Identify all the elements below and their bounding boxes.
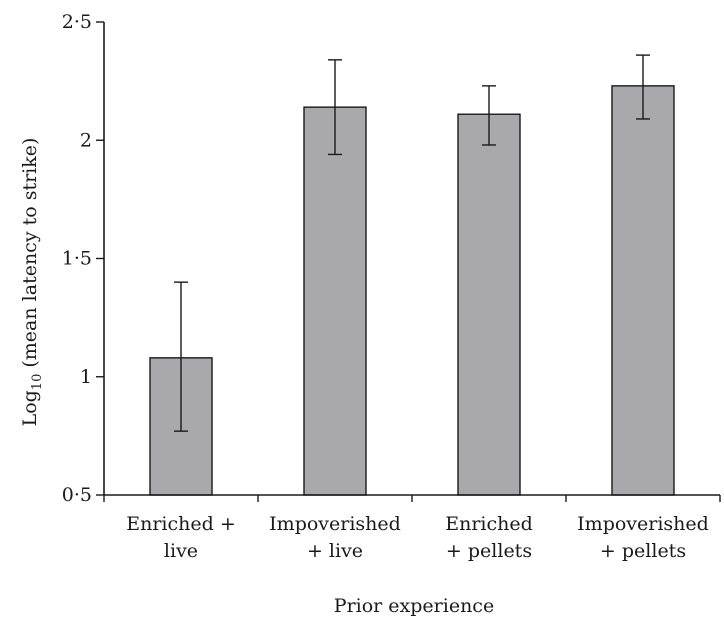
y-axis-title: Log10 (mean latency to strike) [19, 138, 45, 427]
x-tick-label: Impoverished + live [269, 513, 401, 562]
y-axis-title-prefix: Log [19, 390, 41, 426]
x-axis-title: Prior experience [334, 595, 494, 617]
y-tick-label: 2·5 [62, 11, 92, 33]
bar [303, 106, 367, 496]
y-tick-label: 1·5 [62, 248, 92, 270]
x-tick-label: Enriched + live [126, 513, 236, 562]
bar [457, 113, 521, 496]
bar [611, 85, 675, 496]
y-ticks-group: 0·5 1 1·5 2 2·5 [62, 11, 104, 506]
error-bars-group [174, 54, 650, 432]
y-tick-label: 0·5 [62, 484, 92, 506]
y-axis-title-subscript: 10 [30, 374, 45, 391]
y-axis-title-suffix: (mean latency to strike) [19, 138, 41, 374]
y-tick-label: 1 [80, 366, 92, 388]
x-labels-group: Enriched + live Impoverished + live Enriched… [126, 513, 709, 562]
x-tick-label: Enriched + pellets [445, 513, 533, 562]
x-tick-label: Impoverished + pellets [577, 513, 709, 562]
y-tick-label: 2 [80, 129, 92, 151]
bars-group [149, 85, 675, 496]
